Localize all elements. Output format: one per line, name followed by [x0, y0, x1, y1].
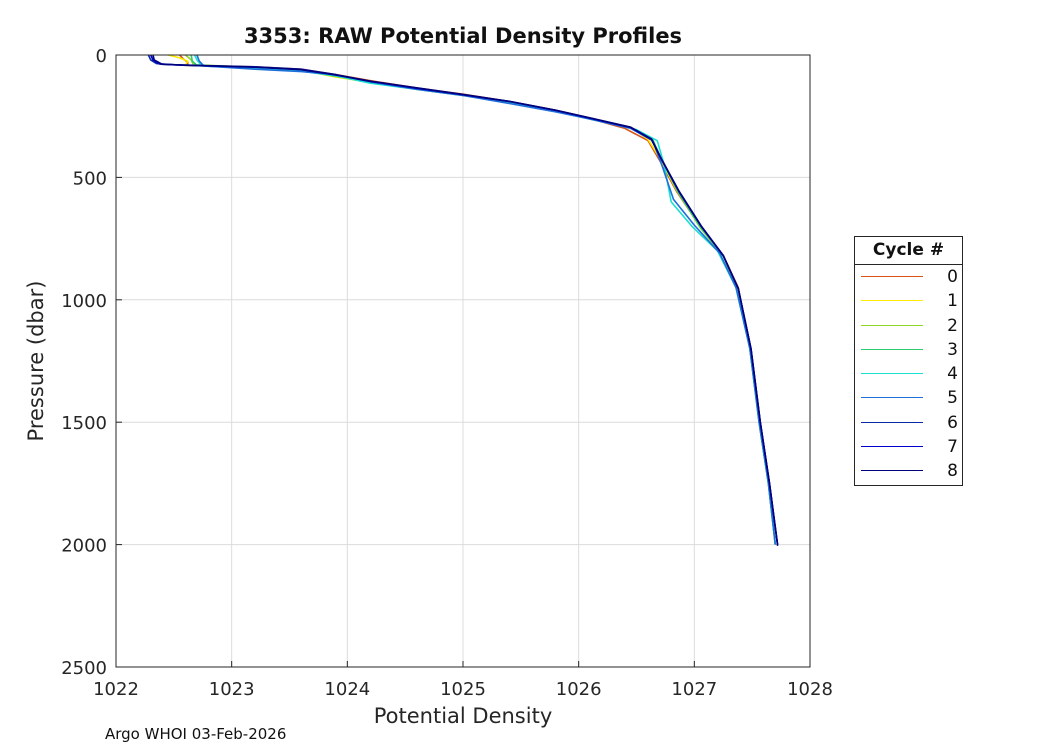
- y-tick-label: 2000: [61, 536, 107, 557]
- legend: Cycle # 0 1 2 3 4 5 6 7 8: [854, 236, 963, 486]
- legend-label: 6: [947, 412, 958, 433]
- y-tick-label: 1500: [61, 413, 107, 434]
- x-tick-label: 1028: [787, 679, 833, 700]
- y-tick-label: 500: [73, 168, 107, 189]
- legend-item: 8: [855, 459, 962, 483]
- axis-ticks: 1022 1023 1024 1025 1026 1027 1028 0 500 1000 1500…: [61, 46, 833, 700]
- chart-title: 3353: RAW Potential Density Profiles: [243, 24, 683, 48]
- legend-label: 1: [947, 291, 958, 312]
- y-tick-label: 0: [96, 46, 107, 67]
- x-tick-label: 1026: [556, 679, 602, 700]
- y-axis-label: Pressure (dbar): [24, 280, 48, 442]
- legend-swatch: [861, 276, 923, 277]
- footer-note: Argo WHOI 03-Feb-2026: [105, 725, 287, 743]
- legend-label: 3: [947, 339, 958, 360]
- x-tick-label: 1022: [93, 679, 139, 700]
- plot-series: [147, 54, 779, 546]
- x-tick-label: 1027: [671, 679, 717, 700]
- legend-item: 1: [855, 289, 962, 313]
- legend-swatch: [861, 470, 923, 472]
- legend-swatch: [861, 300, 923, 302]
- legend-label: 4: [947, 364, 958, 385]
- legend-swatch: [861, 324, 923, 326]
- legend-item: 5: [855, 386, 962, 410]
- legend-label: 5: [947, 388, 958, 409]
- y-tick-label: 1000: [61, 291, 107, 312]
- legend-swatch: [861, 348, 923, 350]
- x-axis-label: Potential Density: [373, 704, 553, 728]
- legend-item: 3: [855, 338, 962, 362]
- legend-item: 0: [855, 265, 962, 289]
- legend-label: 7: [947, 437, 958, 458]
- legend-swatch: [861, 421, 923, 423]
- legend-items: 0 1 2 3 4 5 6 7 8: [855, 265, 962, 484]
- legend-item: 4: [855, 362, 962, 386]
- legend-swatch: [861, 397, 923, 399]
- x-tick-label: 1024: [324, 679, 370, 700]
- series-line-cycle-5: [196, 54, 777, 545]
- legend-label: 0: [947, 267, 958, 287]
- legend-swatch: [861, 446, 923, 448]
- x-tick-label: 1025: [440, 679, 486, 700]
- grid-lines: [116, 55, 810, 667]
- legend-label: 2: [947, 315, 958, 336]
- legend-item: 2: [855, 314, 962, 338]
- x-tick-label: 1023: [209, 679, 255, 700]
- legend-label: 8: [947, 461, 958, 482]
- legend-item: 6: [855, 411, 962, 435]
- legend-title: Cycle #: [855, 237, 962, 265]
- legend-swatch: [861, 373, 923, 375]
- legend-item: 7: [855, 435, 962, 459]
- series-line-cycle-8: [152, 54, 779, 546]
- y-tick-label: 2500: [61, 658, 107, 679]
